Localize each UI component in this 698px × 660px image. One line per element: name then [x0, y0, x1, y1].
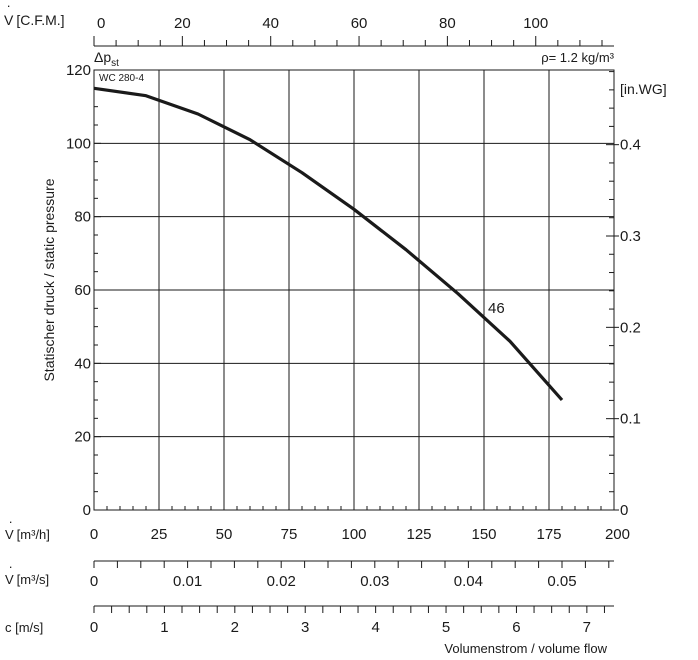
- ms-axis-tick-label: 7: [583, 619, 591, 636]
- m3h-axis-tick-label: 0: [90, 526, 98, 543]
- left-axis-tick-label: 0: [83, 502, 91, 519]
- m3s-axis-tick-label: 0: [90, 573, 98, 590]
- m3s-axis-tick-label: 0.04: [454, 573, 483, 590]
- m3h-axis-tick-label: 50: [216, 526, 233, 543]
- cfm-axis-tick-label: 80: [439, 15, 456, 32]
- left-axis-tick-label: 60: [74, 282, 91, 299]
- m3h-axis-tick-label: 75: [281, 526, 298, 543]
- curve-label: 46: [488, 300, 505, 317]
- ms-axis-tick-label: 3: [301, 619, 309, 636]
- left-axis-tick-label: 40: [74, 355, 91, 372]
- m3s-axis-tick-label: 0.01: [173, 573, 202, 590]
- left-axis-tick-label: 80: [74, 209, 91, 226]
- right-axis-tick-label: 0.3: [620, 228, 641, 245]
- ms-axis-tick-label: 6: [512, 619, 520, 636]
- cfm-axis-tick-label: 40: [262, 15, 279, 32]
- m3s-axis-tick-label: 0.02: [267, 573, 296, 590]
- x-axis-title: Volumenstrom / volume flow: [444, 641, 607, 656]
- right-axis-unit: [in.WG]: [620, 81, 667, 97]
- ms-axis-tick-label: 4: [371, 619, 379, 636]
- cfm-axis-tick-label: 100: [523, 15, 548, 32]
- m3h-axis-tick-label: 100: [341, 526, 366, 543]
- right-axis-tick-label: 0.2: [620, 319, 641, 336]
- m3h-axis-unit: V [m³/h]: [5, 527, 50, 542]
- density-label: ρ= 1.2 kg/m³: [541, 50, 614, 65]
- ms-axis-tick-label: 5: [442, 619, 450, 636]
- ms-axis-tick-label: 0: [90, 619, 98, 636]
- model-label: WC 280-4: [99, 73, 144, 84]
- ms-axis-tick-label: 1: [160, 619, 168, 636]
- cfm-axis-tick-label: 0: [97, 15, 105, 32]
- right-axis-tick-label: 0.4: [620, 137, 641, 154]
- m3s-axis-tick-label: 0.05: [547, 573, 576, 590]
- performance-curve: [93, 86, 564, 402]
- dp-label: Δpst: [94, 49, 119, 69]
- left-axis-tick-label: 20: [74, 429, 91, 446]
- m3h-axis-tick-label: 200: [605, 526, 630, 543]
- ms-axis-unit: c [m/s]: [5, 620, 43, 635]
- left-axis-tick-label: 100: [66, 135, 91, 152]
- m3h-axis-tick-label: 25: [151, 526, 168, 543]
- cfm-axis-unit: V [C.F.M.]: [4, 12, 65, 28]
- right-axis-tick-label: 0.1: [620, 411, 641, 428]
- cfm-axis-tick-label: 20: [174, 15, 191, 32]
- m3h-axis-tick-label: 175: [536, 526, 561, 543]
- left-axis-tick-label: 120: [66, 62, 91, 79]
- cfm-axis-dot: ·: [7, 0, 11, 13]
- right-axis-tick-label: 0: [620, 502, 628, 519]
- cfm-axis-tick-label: 60: [351, 15, 368, 32]
- m3s-axis-dot: ·: [9, 559, 13, 574]
- m3s-axis-unit: V [m³/s]: [5, 572, 49, 587]
- m3h-axis-tick-label: 125: [406, 526, 431, 543]
- m3h-axis-dot: ·: [9, 514, 13, 529]
- left-axis-title: Statischer druck / static pressure: [41, 178, 57, 381]
- m3s-axis-tick-label: 0.03: [360, 573, 389, 590]
- ms-axis-tick-label: 2: [231, 619, 239, 636]
- m3h-axis-tick-label: 150: [471, 526, 496, 543]
